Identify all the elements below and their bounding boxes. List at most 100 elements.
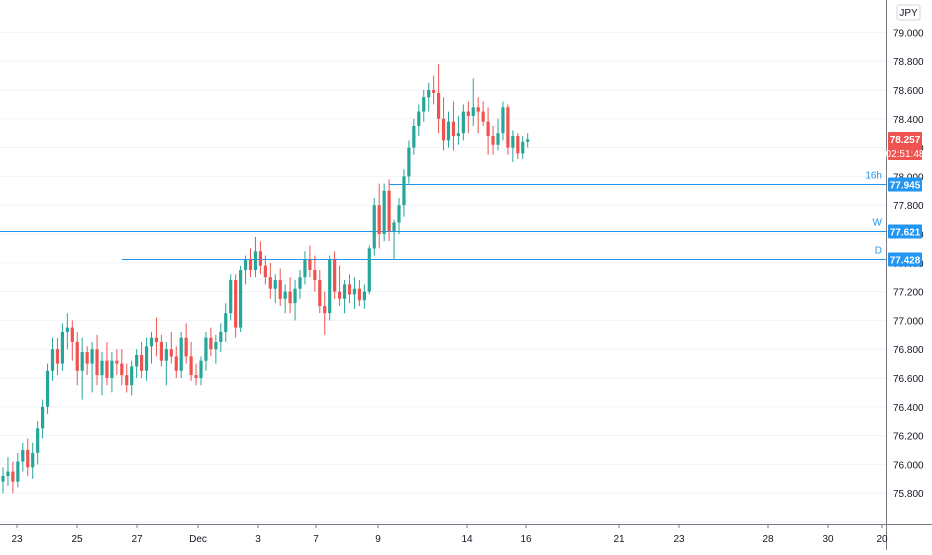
candle-body (1, 475, 5, 482)
candle-body (11, 471, 15, 482)
level-price-box (888, 252, 922, 267)
price-tick-label: 79.000 (893, 28, 924, 39)
candle-body (526, 139, 530, 142)
candle-body (496, 133, 500, 145)
time-tick-label: 28 (762, 534, 774, 545)
candle-body (427, 90, 431, 98)
candle-body (352, 288, 357, 295)
candle-body (367, 248, 371, 292)
candle-body (342, 284, 347, 299)
level-price-label: 77.945 (890, 181, 921, 192)
price-tick-label: 76.600 (893, 374, 924, 385)
time-tick-label: 3 (255, 534, 261, 545)
price-tick-label: 78.400 (893, 115, 924, 126)
candle-body (328, 259, 332, 314)
candle-body (382, 190, 386, 234)
candle-body (105, 360, 109, 378)
price-tick-label: 76.800 (893, 345, 924, 356)
level-price-label: 77.428 (890, 256, 921, 267)
candle-body (357, 288, 361, 301)
candle-body (41, 406, 45, 429)
candle-body (268, 277, 272, 289)
candle-body (407, 147, 411, 177)
candle-body (149, 337, 154, 347)
candle-body (461, 111, 465, 134)
time-tick-label: 7 (313, 534, 319, 545)
time-tick-label: 23 (11, 534, 23, 545)
time-tick-label: 9 (375, 534, 381, 545)
candle-body (174, 356, 178, 371)
time-tick-label: 25 (71, 534, 83, 545)
candle-body (333, 259, 337, 292)
price-tick-label: 77.200 (893, 288, 924, 299)
price-tick-label: 77.800 (893, 201, 924, 212)
candle-body (298, 277, 302, 289)
candle-body (6, 471, 10, 476)
candle-body (60, 331, 64, 364)
candle-body (278, 280, 282, 299)
candle-body (521, 141, 525, 154)
current-price-label: 78.257 (890, 135, 921, 146)
candle-body (506, 107, 510, 148)
time-tick-label: 30 (822, 534, 834, 545)
candle-body (253, 251, 258, 270)
candle-body (377, 205, 381, 234)
candle-body (476, 107, 480, 112)
bar-countdown-label: 02:51:48 (886, 149, 925, 160)
candle-body (491, 136, 495, 145)
currency-box[interactable] (896, 4, 921, 21)
candle-body (209, 337, 213, 350)
candle-body (219, 331, 223, 342)
candle-body (372, 205, 376, 249)
candle-body (511, 136, 515, 148)
candle-body (90, 349, 94, 364)
candle-body (31, 452, 35, 468)
candle-body (466, 111, 470, 116)
candle-body (387, 190, 391, 232)
candle-body (50, 349, 55, 371)
candle-body (70, 327, 74, 342)
candle-body (229, 280, 233, 314)
level-tag-16h: 16h (865, 171, 882, 182)
candle-body (303, 259, 307, 278)
candle-body (417, 111, 421, 126)
candle-body (258, 251, 262, 266)
candle-body (446, 121, 451, 141)
candle-body (140, 354, 144, 371)
candle-body (234, 280, 238, 328)
candle-body (243, 259, 248, 270)
candle-body (125, 375, 129, 386)
candle-body (199, 360, 203, 378)
candle-body (65, 327, 69, 332)
candle-body (451, 121, 456, 137)
candle-body (189, 356, 193, 376)
candle-body (130, 366, 134, 386)
level-tag-d: D (875, 246, 882, 257)
candle-body (402, 176, 406, 206)
candle-body (159, 342, 163, 361)
candle-body (45, 370, 50, 407)
level-tag-w: W (873, 218, 883, 229)
candle-body (456, 133, 460, 137)
time-tick-label: 21 (613, 534, 625, 545)
candle-body (323, 306, 327, 314)
price-tick-label: 76.200 (893, 432, 924, 443)
candle-body (283, 291, 287, 299)
candle-body (288, 291, 292, 304)
candle-body (184, 337, 188, 357)
candle-body (273, 280, 277, 289)
candle-body (516, 136, 520, 154)
candle-body (144, 346, 149, 371)
price-tick-label: 78.600 (893, 86, 924, 97)
candle-body (169, 349, 173, 357)
candle-body (164, 349, 168, 361)
candle-body (471, 107, 475, 116)
candle-body (318, 280, 322, 306)
candle-body (55, 349, 60, 364)
candle-body (441, 118, 446, 141)
candle-body (16, 461, 20, 482)
candle-body (308, 259, 312, 270)
candle-body (412, 126, 416, 148)
